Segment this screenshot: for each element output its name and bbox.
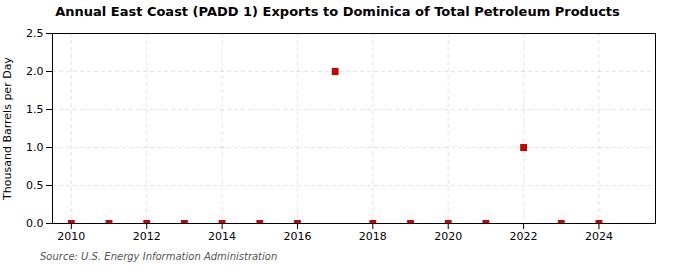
svg-text:Thousand Barrels per Day: Thousand Barrels per Day	[1, 57, 14, 201]
svg-text:1.5: 1.5	[26, 103, 44, 116]
svg-text:0.5: 0.5	[26, 179, 44, 192]
svg-text:2020: 2020	[434, 230, 462, 243]
svg-text:2012: 2012	[133, 230, 161, 243]
svg-text:1.0: 1.0	[26, 141, 44, 154]
svg-text:2022: 2022	[510, 230, 538, 243]
svg-text:2.5: 2.5	[26, 27, 44, 40]
html-text:Source: U.S. Energy Informatio: Source: U.S. Energy Information Administ…	[40, 251, 278, 262]
svg-text:2024: 2024	[585, 230, 613, 243]
svg-text:2018: 2018	[359, 230, 387, 243]
svg-text:2010: 2010	[57, 230, 85, 243]
svg-text:2016: 2016	[283, 230, 311, 243]
svg-text:0.0: 0.0	[26, 217, 44, 230]
svg-text:2.0: 2.0	[26, 65, 44, 78]
svg-text:2014: 2014	[208, 230, 236, 243]
html-text:Annual East Coast (PADD 1) Exp: Annual East Coast (PADD 1) Exports to Do…	[55, 4, 620, 19]
